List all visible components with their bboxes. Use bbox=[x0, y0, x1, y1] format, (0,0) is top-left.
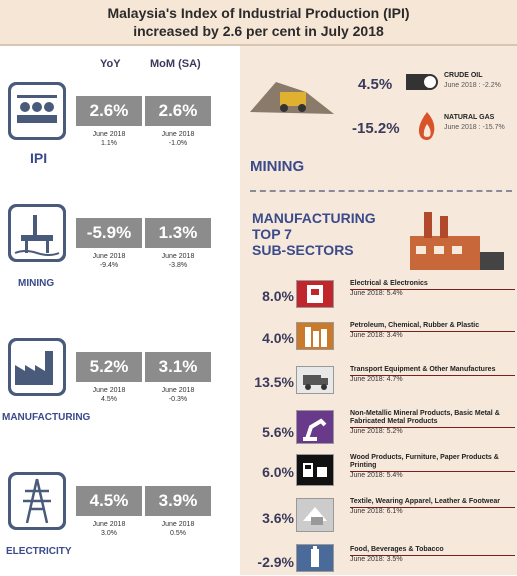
oil-rig-icon bbox=[8, 204, 66, 262]
crude-oil-label: CRUDE OIL bbox=[444, 72, 483, 79]
sector-2-item: Petroleum, Chemical, Rubber & Plastic Ju… bbox=[350, 322, 515, 340]
sector-3-value: 13.5% bbox=[254, 374, 294, 390]
ipi-yoy-value: 2.6% bbox=[76, 96, 142, 126]
manufacturing-mom-prev: June 2018 -0.3% bbox=[161, 387, 195, 403]
sector-2-prev: June 2018: 3.4% bbox=[350, 332, 403, 339]
electronics-icon bbox=[296, 280, 334, 308]
factory-icon bbox=[8, 338, 66, 396]
yoy-column-header: YoY bbox=[100, 58, 121, 70]
mining-yoy-value: -5.9% bbox=[76, 218, 142, 248]
mining-mom-value: 1.3% bbox=[145, 218, 211, 248]
electricity-yoy-value: 4.5% bbox=[76, 486, 142, 516]
manufacturing-yoy-value: 5.2% bbox=[76, 352, 142, 382]
truck-icon bbox=[296, 366, 334, 394]
sector-3-name: Transport Equipment & Other Manufactures bbox=[350, 366, 496, 373]
sector-7-name: Food, Beverages & Tobacco bbox=[350, 546, 444, 553]
sector-5-name: Wood Products, Furniture, Paper Products… bbox=[350, 454, 499, 469]
textile-icon bbox=[296, 498, 334, 532]
electricity-mom-prev: June 2018 0.5% bbox=[161, 521, 195, 537]
sector-4-name: Non-Metallic Mineral Products, Basic Met… bbox=[350, 410, 500, 425]
food-icon bbox=[296, 544, 334, 572]
electricity-yoy-prev: June 2018 3.0% bbox=[92, 521, 126, 537]
sector-7-prev: June 2018: 3.5% bbox=[350, 556, 403, 563]
sector-2-value: 4.0% bbox=[262, 330, 294, 346]
crude-oil-prev: June 2018 : -2.2% bbox=[444, 82, 501, 89]
sector-1-item: Electrical & Electronics June 2018: 5.4% bbox=[350, 280, 515, 298]
page-title: Malaysia's Index of Industrial Productio… bbox=[107, 5, 410, 21]
electricity-label: ELECTRICITY bbox=[6, 546, 72, 557]
sector-4-prev: June 2018: 5.2% bbox=[350, 428, 403, 435]
manufacturing-mom-value: 3.1% bbox=[145, 352, 211, 382]
sector-6-prev: June 2018: 6.1% bbox=[350, 508, 403, 515]
sector-5-value: 6.0% bbox=[262, 464, 294, 480]
manufacturing-label: MANUFACTURING bbox=[2, 412, 91, 423]
ipi-yoy-prev: June 2018 1.1% bbox=[92, 131, 126, 147]
sector-5-item: Wood Products, Furniture, Paper Products… bbox=[350, 454, 515, 480]
sector-3-item: Transport Equipment & Other Manufactures… bbox=[350, 366, 515, 384]
furniture-icon bbox=[296, 454, 334, 486]
mining-yoy-prev: June 2018 -9.4% bbox=[92, 253, 126, 269]
mine-excavator-icon bbox=[246, 62, 338, 124]
page-header: Malaysia's Index of Industrial Productio… bbox=[0, 0, 517, 46]
sector-panel bbox=[240, 46, 517, 575]
natural-gas-prev: June 2018 : -15.7% bbox=[444, 124, 505, 131]
robot-arm-icon bbox=[296, 410, 334, 444]
manufacturing-section-title: MANUFACTURING TOP 7 SUB-SECTORS bbox=[252, 210, 376, 258]
factory-robot-icon bbox=[8, 82, 66, 140]
sector-4-value: 5.6% bbox=[262, 424, 294, 440]
mining-section-title: MINING bbox=[250, 158, 305, 175]
factory-illustration-icon bbox=[404, 206, 510, 276]
sector-7-item: Food, Beverages & Tobacco June 2018: 3.5… bbox=[350, 546, 515, 564]
sector-1-prev: June 2018: 5.4% bbox=[350, 290, 403, 297]
sector-3-prev: June 2018: 4.7% bbox=[350, 376, 403, 383]
sector-6-name: Textile, Wearing Apparel, Leather & Foot… bbox=[350, 498, 501, 505]
mom-column-header: MoM (SA) bbox=[150, 58, 201, 70]
petroleum-icon bbox=[296, 322, 334, 350]
sector-1-value: 8.0% bbox=[262, 288, 294, 304]
oil-barrel-icon bbox=[404, 70, 438, 94]
sector-4-item: Non-Metallic Mineral Products, Basic Met… bbox=[350, 410, 515, 436]
page-subtitle: increased by 2.6 per cent in July 2018 bbox=[133, 23, 384, 39]
crude-oil-value: 4.5% bbox=[358, 76, 393, 93]
ipi-mom-prev: June 2018 -1.0% bbox=[161, 131, 195, 147]
sector-2-name: Petroleum, Chemical, Rubber & Plastic bbox=[350, 322, 480, 329]
natural-gas-label: NATURAL GAS bbox=[444, 114, 495, 121]
section-divider bbox=[250, 190, 512, 192]
mining-mom-prev: June 2018 -3.8% bbox=[161, 253, 195, 269]
pylon-icon bbox=[8, 472, 66, 530]
flame-icon bbox=[414, 110, 440, 142]
natural-gas-value: -15.2% bbox=[352, 120, 400, 137]
mining-label: MINING bbox=[18, 278, 55, 289]
electricity-mom-value: 3.9% bbox=[145, 486, 211, 516]
sector-7-value: -2.9% bbox=[257, 554, 294, 570]
ipi-mom-value: 2.6% bbox=[145, 96, 211, 126]
sector-5-prev: June 2018: 5.4% bbox=[350, 472, 403, 479]
sector-6-item: Textile, Wearing Apparel, Leather & Foot… bbox=[350, 498, 515, 516]
ipi-label: IPI bbox=[30, 150, 48, 166]
sector-1-name: Electrical & Electronics bbox=[350, 280, 428, 287]
sector-6-value: 3.6% bbox=[262, 510, 294, 526]
manufacturing-yoy-prev: June 2018 4.5% bbox=[92, 387, 126, 403]
